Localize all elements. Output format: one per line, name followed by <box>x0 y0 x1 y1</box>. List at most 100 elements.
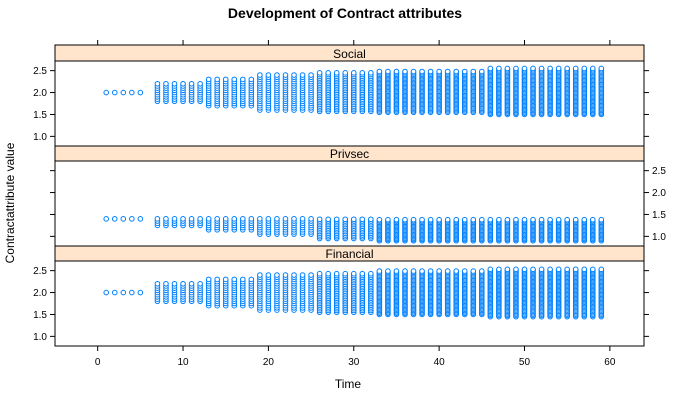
data-point <box>530 216 536 223</box>
data-point <box>137 89 144 96</box>
data-point <box>538 65 545 72</box>
data-point <box>504 216 511 223</box>
data-point <box>453 216 460 223</box>
data-point <box>154 80 161 87</box>
data-point <box>496 216 502 223</box>
data-point <box>248 216 255 222</box>
data-point <box>419 268 425 274</box>
data-point <box>555 216 562 223</box>
data-point <box>598 65 605 72</box>
data-point <box>239 76 246 83</box>
data-point <box>376 216 383 223</box>
data-point <box>231 216 238 222</box>
data-point <box>342 70 349 76</box>
data-point <box>103 216 110 222</box>
data-point <box>530 65 536 72</box>
x-axis-label: Time <box>335 377 362 391</box>
data-point <box>513 216 519 223</box>
data-point <box>214 276 220 283</box>
data-point <box>496 65 502 72</box>
data-point <box>504 65 511 72</box>
data-point <box>402 268 408 274</box>
data-point <box>197 280 203 287</box>
data-point <box>129 89 135 96</box>
y-tick-label: 2.5 <box>33 266 47 277</box>
data-point <box>589 216 596 223</box>
data-point <box>163 280 169 287</box>
data-point <box>444 268 451 274</box>
data-point <box>427 216 434 223</box>
data-point <box>368 216 374 223</box>
data-point <box>299 272 306 278</box>
data-point <box>393 216 400 223</box>
x-tick-label: 50 <box>519 357 531 368</box>
data-point <box>205 276 212 283</box>
data-point <box>197 80 203 87</box>
data-point <box>274 272 280 278</box>
data-point <box>325 270 331 277</box>
data-point <box>436 68 442 75</box>
y-tick-label: 1.5 <box>652 210 666 221</box>
data-point <box>453 68 460 75</box>
y-tick-label: 2.5 <box>652 166 666 177</box>
data-point <box>222 216 229 222</box>
data-point <box>222 76 229 83</box>
data-point <box>581 65 588 72</box>
data-point <box>368 70 374 76</box>
data-point <box>598 216 605 223</box>
data-point <box>376 268 383 274</box>
data-point <box>419 68 425 75</box>
data-point <box>154 280 161 287</box>
data-point <box>427 268 434 274</box>
data-point <box>291 72 297 78</box>
data-point <box>325 216 331 223</box>
y-tick-label: 2.0 <box>33 88 47 99</box>
panel-border <box>54 160 645 247</box>
data-point <box>530 266 536 273</box>
data-point <box>436 216 442 223</box>
data-point <box>513 266 519 273</box>
data-point <box>393 68 400 75</box>
x-tick-label: 60 <box>604 357 616 368</box>
data-point <box>538 216 545 223</box>
data-point <box>171 280 178 287</box>
data-point <box>333 70 340 76</box>
data-point <box>180 216 186 222</box>
data-point <box>564 65 570 72</box>
data-point <box>163 80 169 87</box>
data-point <box>385 216 391 223</box>
data-point <box>291 216 297 222</box>
data-point <box>180 80 186 87</box>
data-point <box>461 268 468 274</box>
data-point <box>188 80 195 87</box>
y-tick-label: 2.0 <box>33 288 47 299</box>
data-point <box>572 65 579 72</box>
data-point <box>103 289 110 296</box>
data-point <box>513 65 519 72</box>
y-tick-label: 2.0 <box>652 188 666 199</box>
data-point <box>248 276 255 283</box>
data-point <box>265 272 272 278</box>
data-point <box>120 216 127 222</box>
data-point <box>333 270 340 277</box>
data-point <box>410 268 417 274</box>
x-tick-label: 0 <box>95 357 101 368</box>
data-point <box>205 76 212 83</box>
data-point <box>291 272 297 278</box>
data-point <box>214 216 220 222</box>
data-point <box>111 289 118 296</box>
data-point <box>461 68 468 75</box>
data-point <box>129 216 135 222</box>
data-point <box>470 268 477 274</box>
data-point <box>239 276 246 283</box>
data-point <box>589 266 596 273</box>
data-point <box>274 216 280 222</box>
data-point <box>547 65 553 72</box>
data-point <box>598 266 605 273</box>
x-tick-label: 10 <box>177 357 189 368</box>
data-point <box>393 268 400 274</box>
data-point <box>120 89 127 96</box>
data-point <box>572 216 579 223</box>
data-point <box>308 272 314 278</box>
y-tick-label: 1.5 <box>33 310 47 321</box>
